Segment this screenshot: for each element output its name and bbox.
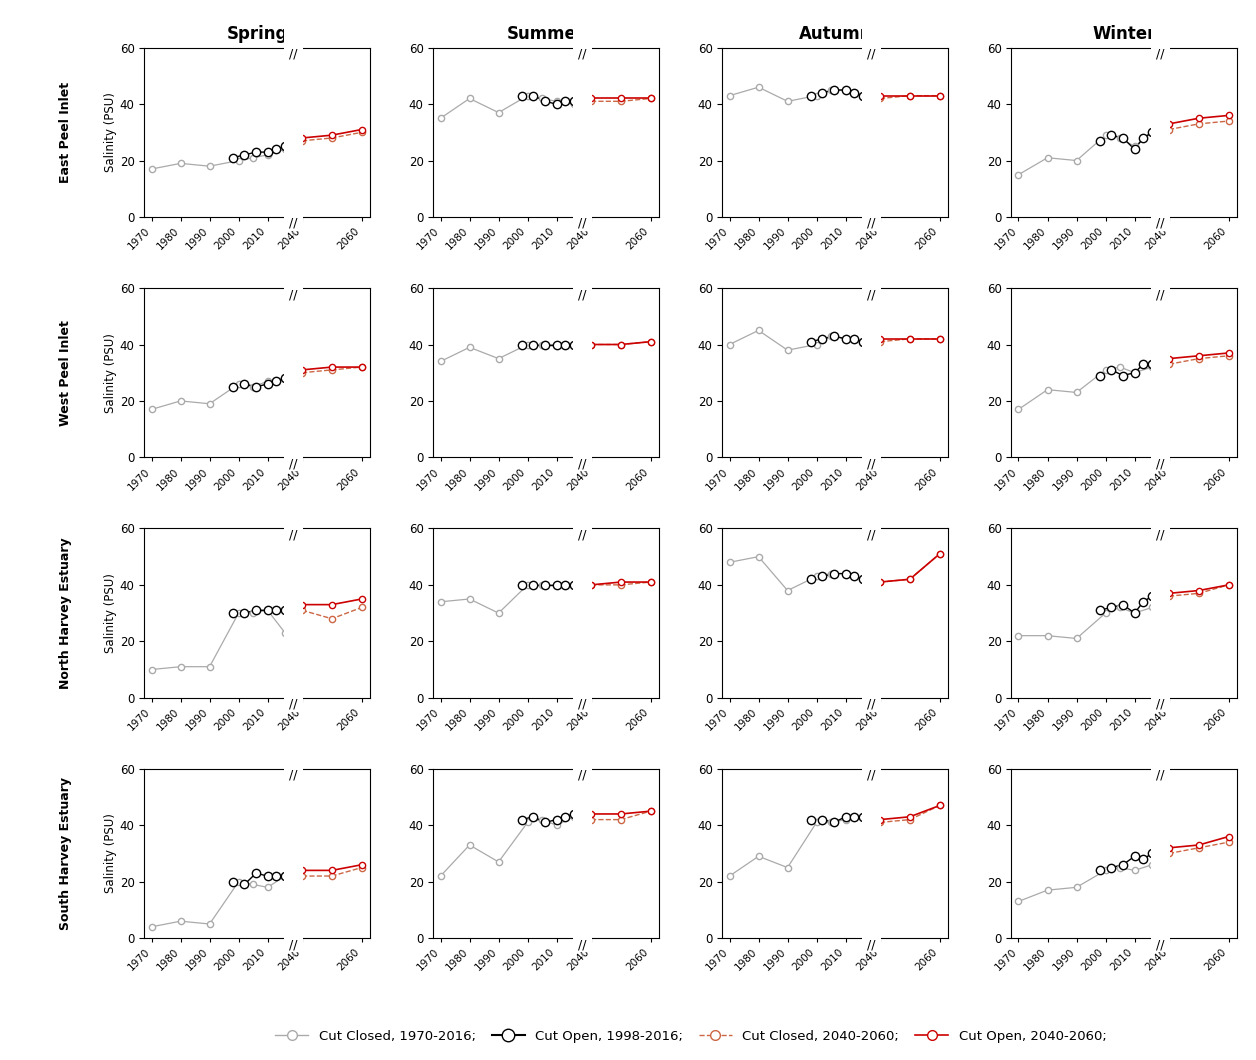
- Text: //: //: [1157, 697, 1164, 710]
- Bar: [284, 509, 303, 712]
- Text: //: //: [578, 768, 587, 782]
- Text: //: //: [289, 217, 298, 230]
- Bar: [284, 749, 303, 952]
- Bar: [1152, 28, 1169, 231]
- Text: South Harvey Estuary: South Harvey Estuary: [59, 777, 72, 930]
- Bar: [574, 749, 592, 952]
- Text: North Harvey Estuary: North Harvey Estuary: [59, 537, 72, 689]
- Text: //: //: [867, 768, 875, 782]
- Bar: [284, 28, 303, 231]
- Text: //: //: [867, 457, 875, 471]
- Text: //: //: [1157, 288, 1164, 301]
- Bar: [284, 268, 303, 472]
- Text: //: //: [289, 697, 298, 710]
- Text: //: //: [1157, 217, 1164, 230]
- Y-axis label: Salinity (PSU): Salinity (PSU): [104, 813, 117, 894]
- Y-axis label: Salinity (PSU): Salinity (PSU): [104, 333, 117, 412]
- Text: //: //: [578, 697, 587, 710]
- Text: //: //: [289, 529, 298, 542]
- Text: //: //: [578, 288, 587, 301]
- Bar: [1152, 268, 1169, 472]
- Title: Summer: Summer: [507, 25, 585, 43]
- Text: //: //: [867, 697, 875, 710]
- Text: //: //: [867, 48, 875, 60]
- Text: //: //: [289, 768, 298, 782]
- Title: Winter: Winter: [1093, 25, 1156, 43]
- Text: //: //: [867, 288, 875, 301]
- Text: West Peel Inlet: West Peel Inlet: [59, 320, 72, 426]
- Bar: [863, 509, 880, 712]
- Text: //: //: [289, 938, 298, 951]
- Text: //: //: [1157, 48, 1164, 60]
- Text: //: //: [1157, 457, 1164, 471]
- Y-axis label: Salinity (PSU): Salinity (PSU): [104, 92, 117, 173]
- Text: East Peel Inlet: East Peel Inlet: [59, 82, 72, 183]
- Bar: [863, 749, 880, 952]
- Text: //: //: [578, 217, 587, 230]
- Text: //: //: [1157, 938, 1164, 951]
- Bar: [863, 28, 880, 231]
- Title: Spring: Spring: [226, 25, 288, 43]
- Text: //: //: [289, 48, 298, 60]
- Text: //: //: [578, 457, 587, 471]
- Text: //: //: [867, 217, 875, 230]
- Text: //: //: [289, 457, 298, 471]
- Text: //: //: [1157, 768, 1164, 782]
- Bar: [574, 509, 592, 712]
- Text: //: //: [578, 48, 587, 60]
- Legend: Cut Closed, 1970-2016;, Cut Open, 1998-2016;, Cut Closed, 2040-2060;, Cut Open, : Cut Closed, 1970-2016;, Cut Open, 1998-2…: [270, 1025, 1112, 1048]
- Text: //: //: [867, 529, 875, 542]
- Bar: [863, 268, 880, 472]
- Text: //: //: [289, 288, 298, 301]
- Bar: [574, 268, 592, 472]
- Text: //: //: [578, 529, 587, 542]
- Title: Autumn: Autumn: [799, 25, 872, 43]
- Text: //: //: [1157, 529, 1164, 542]
- Bar: [1152, 749, 1169, 952]
- Text: //: //: [578, 938, 587, 951]
- Text: //: //: [867, 938, 875, 951]
- Bar: [1152, 509, 1169, 712]
- Y-axis label: Salinity (PSU): Salinity (PSU): [104, 573, 117, 653]
- Bar: [574, 28, 592, 231]
